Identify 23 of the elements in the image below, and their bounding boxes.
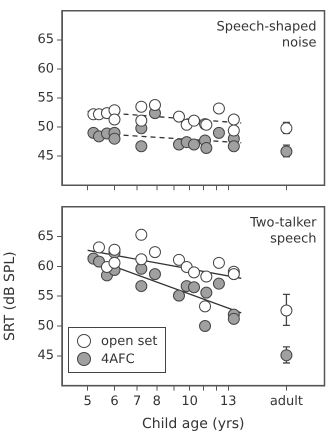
annotation: Two-talker speech bbox=[249, 216, 318, 247]
y-tick-label: 60 bbox=[37, 258, 54, 274]
x-tick-label: 10 bbox=[181, 394, 198, 409]
x-tick-label: adult bbox=[270, 394, 304, 409]
legend-label: 4AFC bbox=[101, 352, 135, 366]
legend-label: open set bbox=[101, 334, 158, 348]
y-tick-label: 65 bbox=[37, 228, 54, 244]
x-tick-label: 7 bbox=[133, 394, 142, 409]
y-tick-label: 50 bbox=[37, 119, 54, 134]
annotation: Speech-shaped noise bbox=[216, 20, 316, 51]
x-tick-label: 8 bbox=[152, 394, 161, 409]
y-tick-label: 45 bbox=[37, 148, 54, 164]
y-tick-label: 60 bbox=[37, 61, 54, 76]
x-tick-label: 13 bbox=[220, 394, 237, 409]
y-tick-label: 55 bbox=[37, 288, 54, 304]
y-tick-label: 45 bbox=[37, 348, 54, 364]
x-tick-label: 5 bbox=[84, 394, 92, 409]
y-tick-label: 50 bbox=[37, 318, 54, 334]
y-tick-label: 65 bbox=[37, 32, 54, 48]
x-tick-label: 6 bbox=[110, 394, 119, 409]
y-tick-label: 55 bbox=[37, 90, 54, 106]
x-axis-title: Child age (yrs) bbox=[142, 416, 245, 432]
y-axis-title: SRT (dB SPL) bbox=[2, 251, 18, 341]
